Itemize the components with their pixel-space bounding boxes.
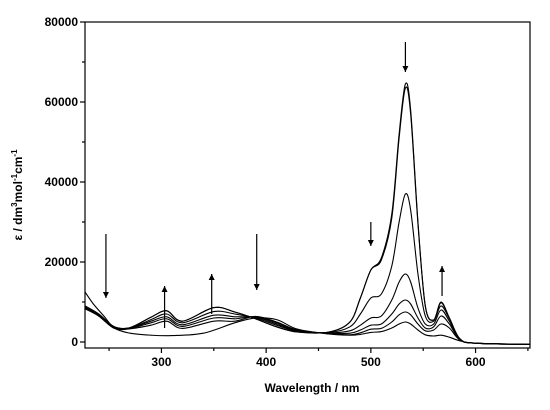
series-line-1 [85,82,530,345]
series-line-6 [85,308,530,345]
axes-group: 300 400 500 600 0 20000 40000 60000 80000 [45,15,531,369]
series-line-2 [85,86,530,345]
arrow-head [253,284,260,290]
y-axis-title: ε / dm3mol-1cm-1 [10,149,25,241]
x-tick-label-400: 400 [256,355,276,369]
y-tick-label-0: 0 [71,335,78,349]
arrow-up-348 [208,274,215,314]
arrow-head [102,292,109,298]
arrow-head [208,274,215,280]
arrow-down-533 [402,42,409,72]
y-tick-label-40000: 40000 [45,175,79,189]
y-tick-label-60000: 60000 [45,95,79,109]
arrow-head [161,286,168,292]
arrow-up-303 [161,286,168,328]
x-axis-title: Wavelength / nm [265,381,360,395]
arrow-head [367,240,374,246]
x-tick-label-600: 600 [466,355,486,369]
x-tick-label-500: 500 [361,355,381,369]
plot-frame [84,21,531,349]
series-group [85,82,530,345]
series-line-4 [85,273,530,345]
arrow-down-500 [367,222,374,246]
arrow-head [439,266,446,272]
series-line-7 [85,291,530,345]
x-tick-label-300: 300 [151,355,171,369]
arrows-group [102,42,446,328]
arrow-down-391 [253,234,260,290]
series-line-5 [85,299,530,345]
series-line-3 [85,193,530,345]
y-tick-label-20000: 20000 [45,255,79,269]
arrow-up-568 [439,266,446,296]
y-tick-label-80000: 80000 [45,15,79,29]
arrow-down-247 [102,234,109,298]
arrow-head [402,66,409,72]
